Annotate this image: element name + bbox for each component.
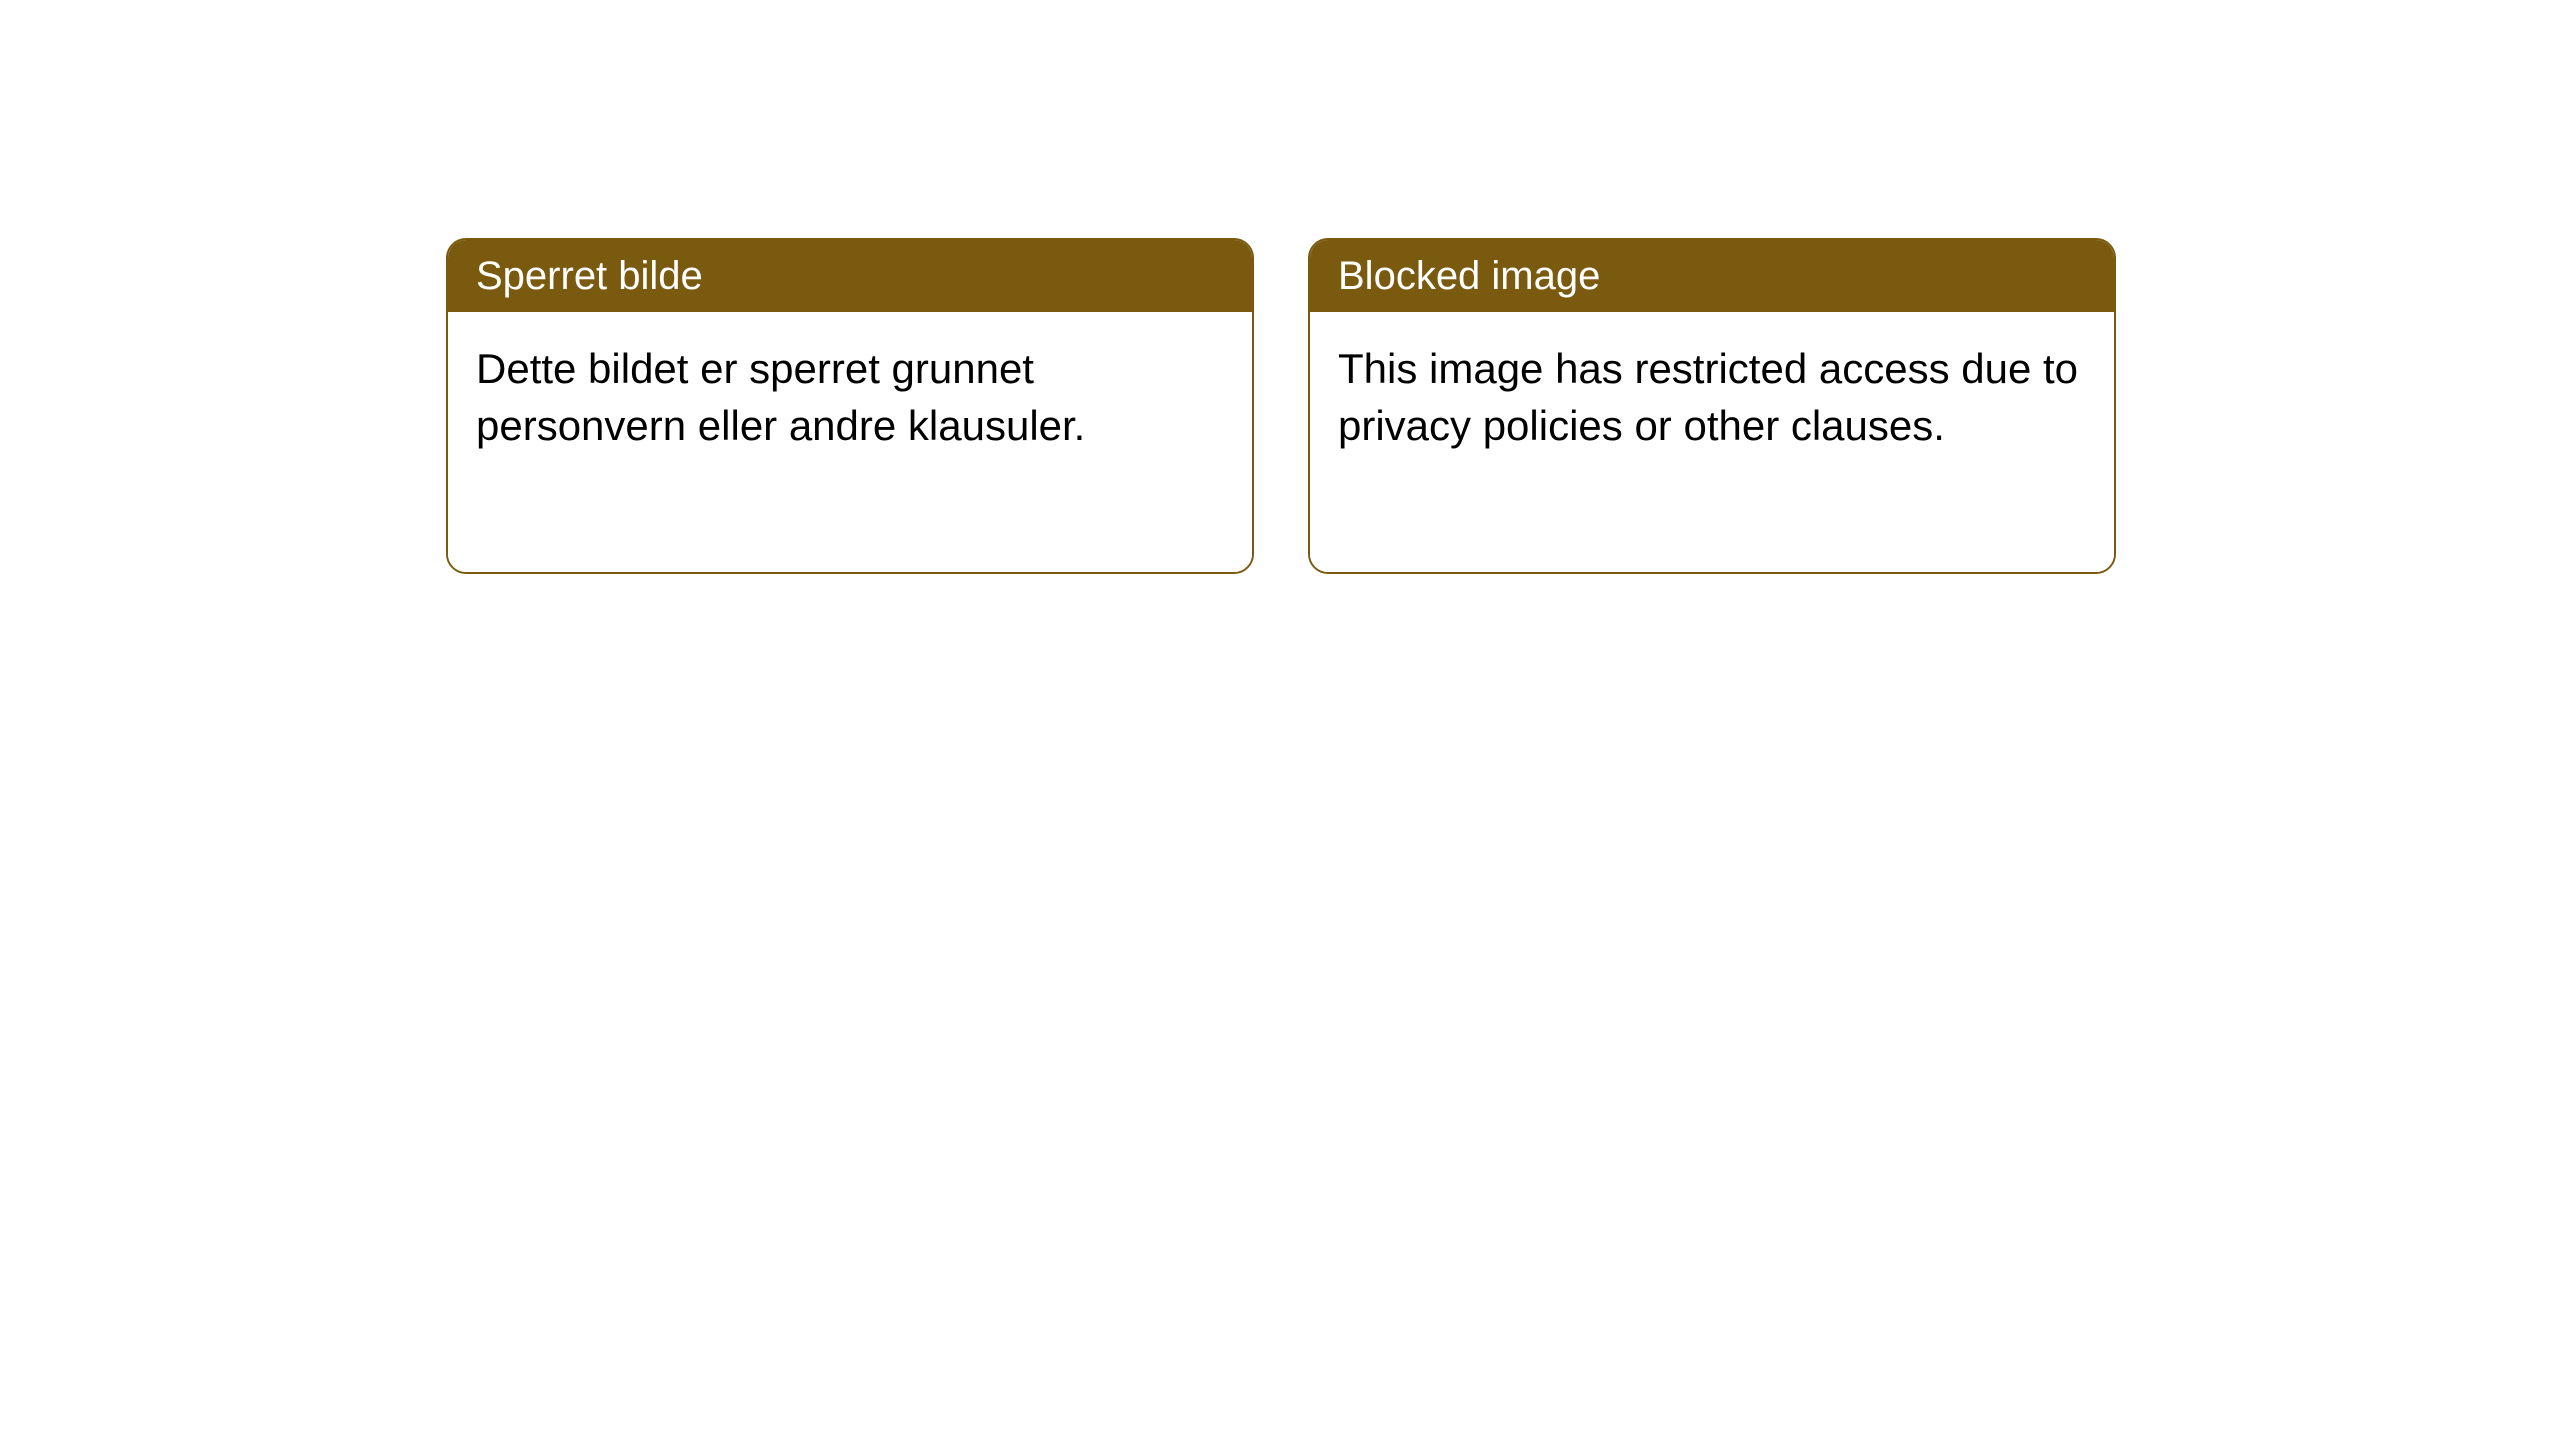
notice-header: Sperret bilde (448, 240, 1252, 312)
notice-body: Dette bildet er sperret grunnet personve… (448, 312, 1252, 572)
notice-container: Sperret bilde Dette bildet er sperret gr… (0, 0, 2560, 574)
notice-box-english: Blocked image This image has restricted … (1308, 238, 2116, 574)
notice-body: This image has restricted access due to … (1310, 312, 2114, 572)
notice-header: Blocked image (1310, 240, 2114, 312)
notice-box-norwegian: Sperret bilde Dette bildet er sperret gr… (446, 238, 1254, 574)
